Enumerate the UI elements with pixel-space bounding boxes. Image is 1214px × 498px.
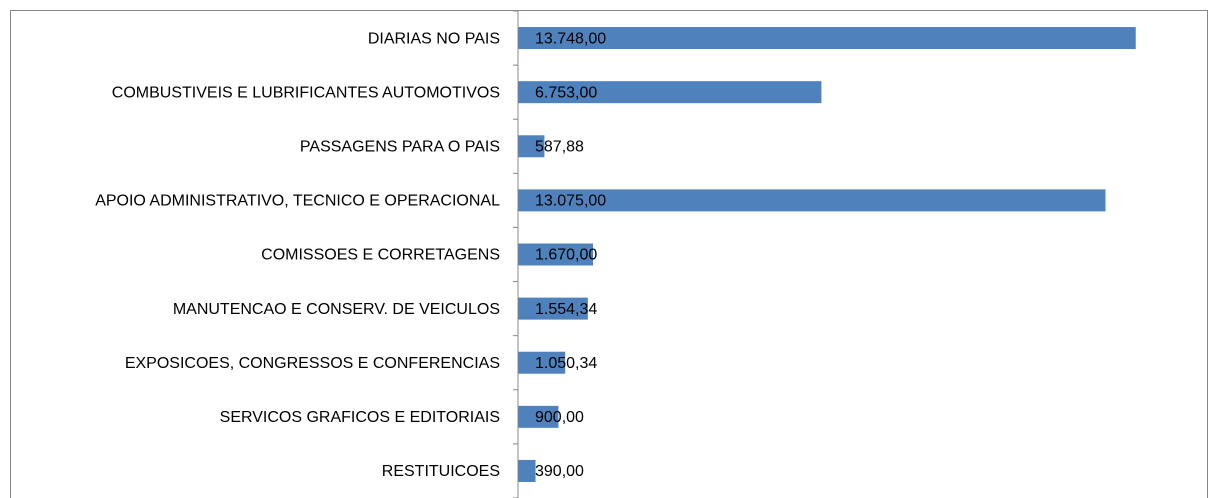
data-label: 1.050,34: [535, 355, 597, 372]
data-label: 6.753,00: [535, 84, 597, 101]
y-tick-label: APOIO ADMINISTRATIVO, TECNICO E OPERACIO…: [95, 193, 500, 210]
bar: [518, 81, 822, 104]
data-label: 13.748,00: [535, 30, 606, 47]
y-tick-label: SERVICOS GRAFICOS E EDITORIAIS: [220, 409, 500, 426]
bar: [518, 243, 594, 266]
bar: [518, 297, 588, 320]
y-tick-label: DIARIAS NO PAIS: [368, 30, 500, 47]
bar: [518, 351, 566, 374]
bar: [518, 27, 1136, 50]
data-label: 1.554,34: [535, 301, 597, 318]
y-tick-label: PASSAGENS PARA O PAIS: [300, 138, 500, 155]
data-label: 587,88: [535, 138, 584, 155]
data-label: 900,00: [535, 409, 584, 426]
bar: [518, 189, 1106, 212]
bar: [518, 405, 559, 428]
y-tick-label: COMISSOES E CORRETAGENS: [261, 247, 500, 264]
data-label: 13.075,00: [535, 193, 606, 210]
y-tick-label: RESTITUICOES: [382, 463, 500, 480]
bar: [518, 135, 545, 158]
y-tick-label: MANUTENCAO E CONSERV. DE VEICULOS: [173, 301, 500, 318]
bar: [518, 459, 536, 482]
y-tick-label: EXPOSICOES, CONGRESSOS E CONFERENCIAS: [125, 355, 500, 372]
data-label: 390,00: [535, 463, 584, 480]
data-label: 1.670,00: [535, 247, 597, 264]
y-tick-label: COMBUSTIVEIS E LUBRIFICANTES AUTOMOTIVOS: [112, 84, 500, 101]
